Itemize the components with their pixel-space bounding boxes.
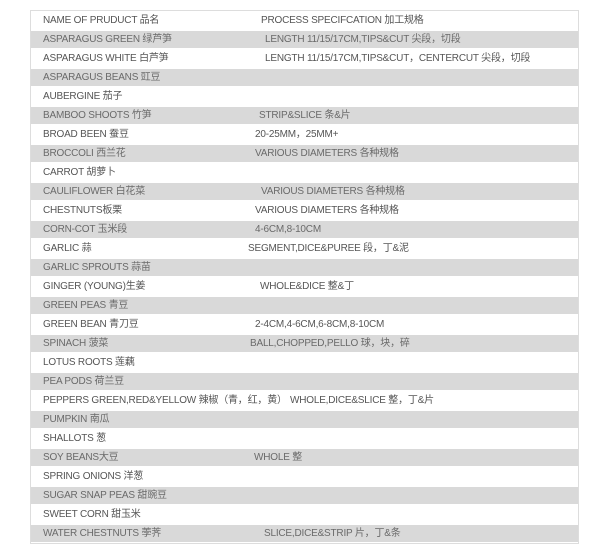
table-row: PUMPKIN 南瓜	[31, 410, 578, 429]
table-row: CORN-COT 玉米段 4-6CM,8-10CM	[31, 220, 578, 239]
table-row: LOTUS ROOTS 莲藕	[31, 353, 578, 372]
table-row: GREEN PEAS 青豆	[31, 296, 578, 315]
table-row: ASPARAGUS BEANS 豇豆	[31, 68, 578, 87]
process-spec: SLICE,DICE&STRIP 片，丁&条	[264, 528, 401, 539]
table-row: GARLIC 蒜 SEGMENT,DICE&PUREE 段，丁&泥	[31, 239, 578, 258]
table-row: PEPPERS GREEN,RED&YELLOW 辣椒（青，红，黄） WHOLE,…	[31, 391, 578, 410]
product-name: CHESTNUTS板栗	[43, 205, 122, 216]
process-spec: VARIOUS DIAMETERS 各种规格	[255, 205, 399, 216]
product-name: BAMBOO SHOOTS 竹笋	[43, 110, 152, 121]
table-row: ASPARAGUS WHITE 白芦笋 LENGTH 11/15/17CM,TIP…	[31, 49, 578, 68]
process-spec: SEGMENT,DICE&PUREE 段，丁&泥	[248, 243, 409, 254]
process-spec: WHOLE,DICE&SLICE 整，丁&片	[290, 395, 434, 406]
product-name: ASPARAGUS BEANS 豇豆	[43, 72, 161, 83]
product-name: AUBERGINE 茄子	[43, 91, 123, 102]
table-row: SUGAR SNAP PEAS 甜豌豆	[31, 486, 578, 505]
table-row: AUBERGINE 茄子	[31, 87, 578, 106]
table-row: CHESTNUTS板栗 VARIOUS DIAMETERS 各种规格	[31, 201, 578, 220]
product-name: CARROT 胡萝卜	[43, 167, 116, 178]
product-name: PEPPERS GREEN,RED&YELLOW 辣椒（青，红，黄）	[43, 395, 287, 406]
header-name: NAME OF PRUDUCT 品名	[43, 15, 160, 26]
product-table: NAME OF PRUDUCT 品名 PROCESS SPECIFCATION …	[30, 10, 579, 544]
process-spec: LENGTH 11/15/17CM,TIPS&CUT 尖段，切段	[265, 34, 461, 45]
table-header: NAME OF PRUDUCT 品名 PROCESS SPECIFCATION …	[31, 11, 578, 30]
product-name: GARLIC 蒜	[43, 243, 92, 254]
process-spec: WHOLE 整	[254, 452, 303, 463]
product-name: CAULIFLOWER 白花菜	[43, 186, 146, 197]
process-spec: VARIOUS DIAMETERS 各种规格	[255, 148, 399, 159]
table-row: WATER CHESTNUTS 荸荠 SLICE,DICE&STRIP 片，丁&条	[31, 524, 578, 543]
product-name: GREEN BEAN 青刀豆	[43, 319, 139, 330]
process-spec: VARIOUS DIAMETERS 各种规格	[261, 186, 405, 197]
table-row: BROAD BEEN 蚕豆 20-25MM，25MM+	[31, 125, 578, 144]
table-row: BAMBOO SHOOTS 竹笋 STRIP&SLICE 条&片	[31, 106, 578, 125]
product-name: PEA PODS 荷兰豆	[43, 376, 124, 387]
product-name: GREEN PEAS 青豆	[43, 300, 129, 311]
product-name: SWEET CORN 甜玉米	[43, 509, 141, 520]
process-spec: 2-4CM,4-6CM,6-8CM,8-10CM	[255, 319, 385, 330]
product-name: SHALLOTS 葱	[43, 433, 107, 444]
product-name: SPRING ONIONS 洋葱	[43, 471, 144, 482]
product-name: SUGAR SNAP PEAS 甜豌豆	[43, 490, 167, 501]
table-row: SPINACH 菠菜 BALL,CHOPPED,PELLO 球，块，碎	[31, 334, 578, 353]
table-row: GREEN BEAN 青刀豆 2-4CM,4-6CM,6-8CM,8-10CM	[31, 315, 578, 334]
process-spec: WHOLE&DICE 整&丁	[260, 281, 354, 292]
product-name: GINGER (YOUNG)生姜	[43, 281, 146, 292]
process-spec: BALL,CHOPPED,PELLO 球，块，碎	[250, 338, 410, 349]
process-spec: 20-25MM，25MM+	[255, 129, 339, 140]
process-spec: 4-6CM,8-10CM	[255, 224, 321, 235]
table-row: GINGER (YOUNG)生姜 WHOLE&DICE 整&丁	[31, 277, 578, 296]
product-name: PUMPKIN 南瓜	[43, 414, 110, 425]
product-name: SOY BEANS大豆	[43, 452, 119, 463]
product-name: SPINACH 菠菜	[43, 338, 109, 349]
table-row: SHALLOTS 葱	[31, 429, 578, 448]
process-spec: LENGTH 11/15/17CM,TIPS&CUT，CENTERCUT 尖段，…	[265, 53, 531, 64]
table-row: PEA PODS 荷兰豆	[31, 372, 578, 391]
table-row: SWEET CORN 甜玉米	[31, 505, 578, 524]
header-spec: PROCESS SPECIFCATION 加工规格	[261, 15, 424, 26]
table-row: SPRING ONIONS 洋葱	[31, 467, 578, 486]
table-row: GARLIC SPROUTS 蒜苗	[31, 258, 578, 277]
product-name: LOTUS ROOTS 莲藕	[43, 357, 135, 368]
table-row: CAULIFLOWER 白花菜 VARIOUS DIAMETERS 各种规格	[31, 182, 578, 201]
table-row: SOY BEANS大豆 WHOLE 整	[31, 448, 578, 467]
product-name: BROCCOLI 西兰花	[43, 148, 126, 159]
table-row: BROCCOLI 西兰花 VARIOUS DIAMETERS 各种规格	[31, 144, 578, 163]
product-name: WATER CHESTNUTS 荸荠	[43, 528, 162, 539]
product-name: CORN-COT 玉米段	[43, 224, 128, 235]
product-name: ASPARAGUS WHITE 白芦笋	[43, 53, 169, 64]
table-row: ASPARAGUS GREEN 绿芦笋 LENGTH 11/15/17CM,TIP…	[31, 30, 578, 49]
product-name: ASPARAGUS GREEN 绿芦笋	[43, 34, 172, 45]
product-name: GARLIC SPROUTS 蒜苗	[43, 262, 151, 273]
product-name: BROAD BEEN 蚕豆	[43, 129, 129, 140]
table-row: CARROT 胡萝卜	[31, 163, 578, 182]
process-spec: STRIP&SLICE 条&片	[259, 110, 351, 121]
